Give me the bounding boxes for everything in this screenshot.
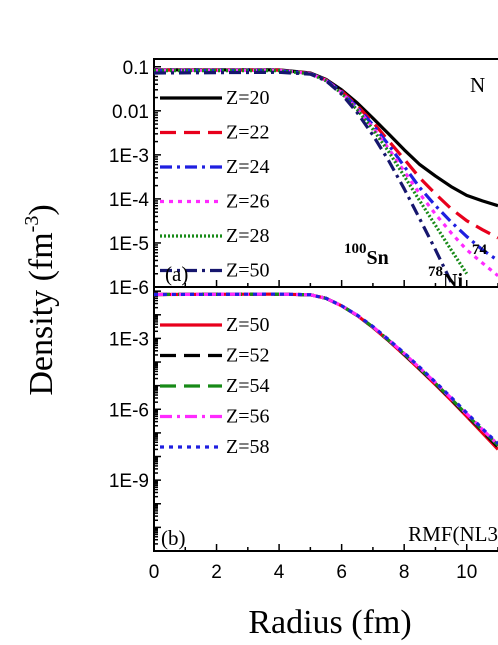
element-symbol: Sn bbox=[367, 247, 389, 269]
x-tick-label: 10 bbox=[456, 562, 477, 583]
series-line-Z26 bbox=[154, 68, 498, 278]
series-line-Z22 bbox=[154, 68, 498, 240]
legend-label: Z=28 bbox=[226, 225, 270, 247]
x-axis-title: Radius (fm) bbox=[248, 604, 411, 641]
y-tick-label: 1E-4 bbox=[109, 190, 150, 211]
panel-label: (a) bbox=[165, 262, 188, 286]
legend-label: Z=52 bbox=[226, 345, 270, 367]
x-tick-label: 6 bbox=[336, 562, 347, 583]
corner-label: N bbox=[470, 73, 485, 97]
y-tick-label: 1E-6 bbox=[109, 400, 149, 421]
mass-number: 78 bbox=[428, 264, 443, 280]
mass-number: 100 bbox=[344, 241, 367, 257]
legend-label: Z=26 bbox=[226, 191, 270, 213]
legend: Z=20 Z=22 Z=24 Z=26 Z=28 Z=50 bbox=[160, 87, 270, 282]
legend-label: Z=58 bbox=[226, 436, 270, 458]
x-tick-label: 2 bbox=[211, 562, 222, 583]
x-tick-label: 0 bbox=[149, 562, 160, 583]
x-tick-label: 4 bbox=[274, 562, 285, 583]
legend-label: Z=56 bbox=[226, 406, 270, 428]
series-line-Z28 bbox=[154, 69, 469, 275]
series-line-Z50 bbox=[154, 70, 453, 283]
element-symbol: Ni bbox=[443, 270, 463, 292]
series-line-Z20 bbox=[154, 68, 498, 208]
panel-b: 1E-3 1E-6 1E-9 0 2 4 6 8 10 Z=50 Z=52 Z=54 Z=56 Z=58 (… bbox=[109, 286, 498, 583]
legend-label: Z=22 bbox=[226, 122, 270, 144]
series-line-Z54 bbox=[154, 292, 498, 447]
corner-label: RMF(NL3 bbox=[408, 522, 498, 546]
y-tick-label: 1E-3 bbox=[109, 146, 149, 167]
series-line-Z52 bbox=[154, 292, 498, 449]
legend: Z=50 Z=52 Z=54 Z=56 Z=58 bbox=[160, 314, 270, 458]
panel-a: 0.10.011E-31E-41E-51E-6Z=20Z=22Z=24Z=26Z… bbox=[109, 58, 498, 299]
panel-label: (b) bbox=[161, 526, 186, 550]
x-tick-label: 8 bbox=[399, 562, 410, 583]
series-line-Z24 bbox=[154, 68, 498, 262]
legend-label: Z=20 bbox=[226, 87, 270, 109]
nucleus-annotation: 74 bbox=[472, 242, 488, 258]
y-tick-label: 1E-6 bbox=[109, 278, 149, 299]
nucleus-annotation: 100Sn bbox=[344, 241, 389, 269]
mass-number: 74 bbox=[472, 242, 488, 258]
y-axis-title-exponent: -3 bbox=[21, 216, 43, 233]
series-line-Z50 bbox=[154, 292, 498, 451]
series-line-Z56 bbox=[154, 292, 498, 446]
legend-label: Z=50 bbox=[226, 260, 270, 282]
y-tick-label: 1E-3 bbox=[109, 329, 149, 350]
y-tick-label: 1E-9 bbox=[109, 471, 149, 492]
series-line-Z58 bbox=[154, 292, 498, 445]
y-axis-title-main: Density (fm bbox=[23, 232, 60, 395]
curves bbox=[154, 292, 498, 451]
y-tick-label: 0.01 bbox=[112, 102, 149, 123]
y-tick-label: 1E-5 bbox=[109, 234, 149, 255]
plot-frame bbox=[153, 58, 498, 288]
y-axis-title: Density (fm-3) bbox=[21, 204, 60, 395]
y-tick-label: 0.1 bbox=[123, 58, 149, 79]
legend-label: Z=50 bbox=[226, 314, 270, 336]
y-axis-title-close: ) bbox=[23, 204, 60, 215]
curves bbox=[154, 68, 498, 283]
legend-label: Z=54 bbox=[226, 375, 270, 397]
legend-label: Z=24 bbox=[226, 156, 270, 178]
